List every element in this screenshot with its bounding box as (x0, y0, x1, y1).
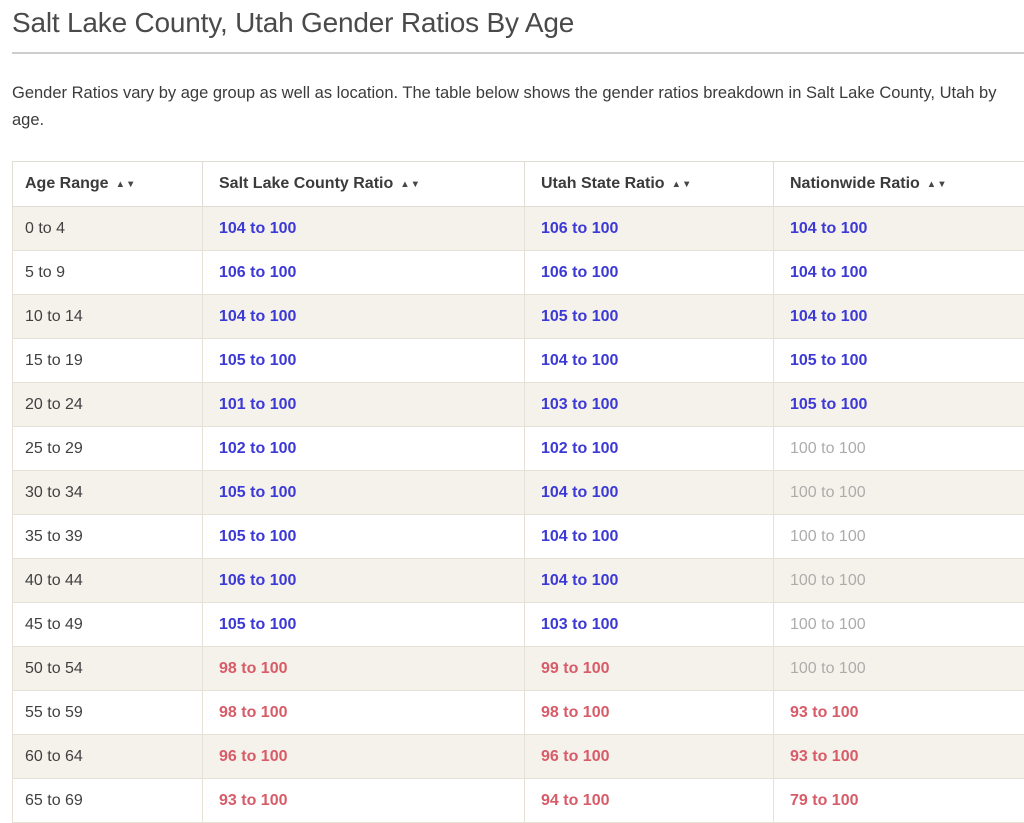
utah-ratio-cell: 94 to 100 (525, 779, 774, 823)
age-range-cell: 65 to 69 (13, 779, 203, 823)
sort-icons[interactable]: ▲▼ (672, 179, 693, 190)
us-ratio-cell: 93 to 100 (774, 691, 1024, 735)
us-ratio-cell: 100 to 100 (774, 471, 1024, 515)
utah-ratio-cell: 99 to 100 (525, 647, 774, 691)
column-header-age[interactable]: Age Range ▲▼ (13, 162, 203, 207)
slc-ratio-cell: 104 to 100 (203, 207, 525, 251)
us-ratio-cell: 104 to 100 (774, 295, 1024, 339)
utah-ratio-cell: 105 to 100 (525, 295, 774, 339)
header-row: Age Range▲▼Salt Lake County Ratio▲▼Utah … (13, 162, 1024, 207)
slc-ratio-cell: 106 to 100 (203, 251, 525, 295)
us-ratio-cell: 100 to 100 (774, 515, 1024, 559)
sort-desc-icon[interactable]: ▼ (411, 179, 421, 190)
slc-ratio-cell: 105 to 100 (203, 339, 525, 383)
utah-ratio-cell: 98 to 100 (525, 691, 774, 735)
age-range-cell: 60 to 64 (13, 735, 203, 779)
us-ratio-cell: 104 to 100 (774, 207, 1024, 251)
age-range-cell: 55 to 59 (13, 691, 203, 735)
age-range-cell: 20 to 24 (13, 383, 203, 427)
sort-asc-icon[interactable]: ▲ (400, 179, 410, 190)
sort-desc-icon[interactable]: ▼ (682, 179, 692, 190)
utah-ratio-cell: 104 to 100 (525, 559, 774, 603)
column-label: Salt Lake County Ratio (219, 175, 393, 192)
us-ratio-cell: 100 to 100 (774, 647, 1024, 691)
slc-ratio-cell: 105 to 100 (203, 515, 525, 559)
age-range-cell: 0 to 4 (13, 207, 203, 251)
sort-desc-icon[interactable]: ▼ (126, 179, 136, 190)
column-label: Utah State Ratio (541, 175, 665, 192)
slc-ratio-cell: 93 to 100 (203, 779, 525, 823)
age-range-cell: 10 to 14 (13, 295, 203, 339)
us-ratio-cell: 79 to 100 (774, 779, 1024, 823)
age-range-cell: 30 to 34 (13, 471, 203, 515)
age-range-cell: 15 to 19 (13, 339, 203, 383)
slc-ratio-cell: 98 to 100 (203, 691, 525, 735)
slc-ratio-cell: 106 to 100 (203, 559, 525, 603)
page-description: Gender Ratios vary by age group as well … (12, 80, 1002, 134)
slc-ratio-cell: 96 to 100 (203, 735, 525, 779)
column-header-slc[interactable]: Salt Lake County Ratio ▲▼ (203, 162, 525, 207)
us-ratio-cell: 104 to 100 (774, 251, 1024, 295)
us-ratio-cell: 105 to 100 (774, 383, 1024, 427)
slc-ratio-cell: 102 to 100 (203, 427, 525, 471)
utah-ratio-cell: 102 to 100 (525, 427, 774, 471)
age-range-cell: 40 to 44 (13, 559, 203, 603)
utah-ratio-cell: 104 to 100 (525, 339, 774, 383)
us-ratio-cell: 105 to 100 (774, 339, 1024, 383)
slc-ratio-cell: 98 to 100 (203, 647, 525, 691)
slc-ratio-cell: 104 to 100 (203, 295, 525, 339)
age-range-cell: 45 to 49 (13, 603, 203, 647)
sort-desc-icon[interactable]: ▼ (937, 179, 947, 190)
us-ratio-cell: 100 to 100 (774, 559, 1024, 603)
sort-icons[interactable]: ▲▼ (116, 179, 137, 190)
title-divider (12, 52, 1024, 54)
sort-asc-icon[interactable]: ▲ (116, 179, 126, 190)
utah-ratio-cell: 103 to 100 (525, 603, 774, 647)
age-range-cell: 50 to 54 (13, 647, 203, 691)
column-label: Nationwide Ratio (790, 175, 920, 192)
sort-asc-icon[interactable]: ▲ (672, 179, 682, 190)
us-ratio-cell: 100 to 100 (774, 603, 1024, 647)
ratios-table-container: Age Range▲▼Salt Lake County Ratio▲▼Utah … (12, 161, 1024, 823)
column-header-utah[interactable]: Utah State Ratio ▲▼ (525, 162, 774, 207)
page-title: Salt Lake County, Utah Gender Ratios By … (12, 0, 1024, 39)
gender-ratios-table: Age Range▲▼Salt Lake County Ratio▲▼Utah … (12, 161, 1024, 823)
utah-ratio-cell: 103 to 100 (525, 383, 774, 427)
utah-ratio-cell: 106 to 100 (525, 207, 774, 251)
age-range-cell: 25 to 29 (13, 427, 203, 471)
utah-ratio-cell: 106 to 100 (525, 251, 774, 295)
table-header: Age Range▲▼Salt Lake County Ratio▲▼Utah … (13, 162, 1024, 207)
sort-icons[interactable]: ▲▼ (400, 179, 421, 190)
slc-ratio-cell: 105 to 100 (203, 603, 525, 647)
age-range-cell: 35 to 39 (13, 515, 203, 559)
utah-ratio-cell: 96 to 100 (525, 735, 774, 779)
age-range-cell: 5 to 9 (13, 251, 203, 295)
column-header-us[interactable]: Nationwide Ratio ▲▼ (774, 162, 1024, 207)
utah-ratio-cell: 104 to 100 (525, 515, 774, 559)
sort-asc-icon[interactable]: ▲ (927, 179, 937, 190)
us-ratio-cell: 93 to 100 (774, 735, 1024, 779)
column-label: Age Range (25, 175, 109, 192)
utah-ratio-cell: 104 to 100 (525, 471, 774, 515)
us-ratio-cell: 100 to 100 (774, 427, 1024, 471)
sort-icons[interactable]: ▲▼ (927, 179, 948, 190)
slc-ratio-cell: 105 to 100 (203, 471, 525, 515)
slc-ratio-cell: 101 to 100 (203, 383, 525, 427)
